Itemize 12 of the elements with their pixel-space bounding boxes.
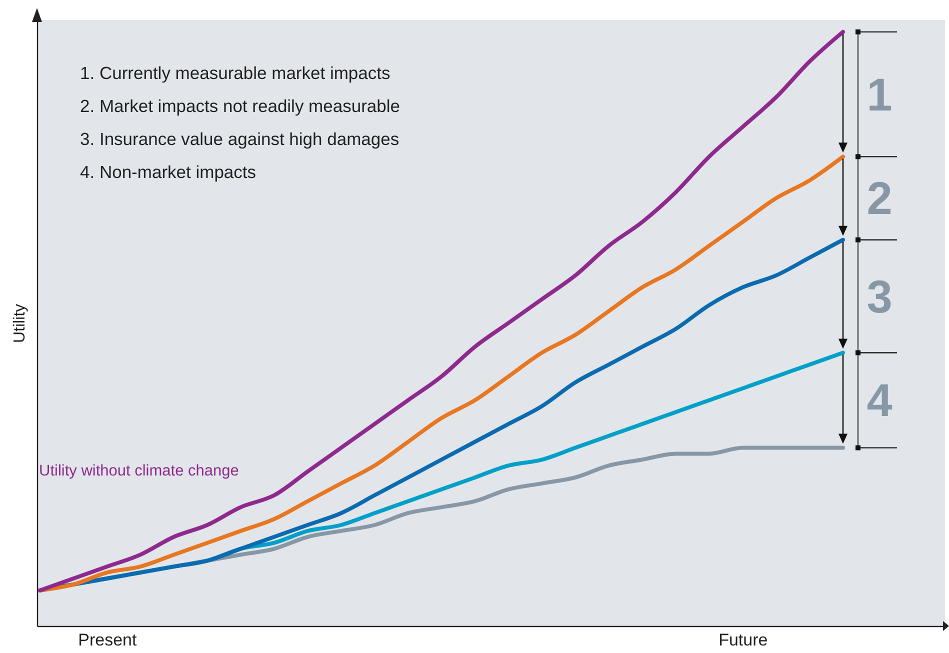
text: 4	[866, 374, 893, 426]
text: 1	[866, 68, 892, 120]
annotation: 4. Non-market impacts	[80, 162, 256, 182]
annotation: 2. Market impacts not readily measurable	[80, 96, 400, 116]
series-label: Utility without climate change	[39, 462, 239, 480]
annotation: 1. Currently measurable market impacts	[80, 63, 390, 83]
x-tick-label: Present	[78, 630, 137, 650]
text: 3	[866, 270, 892, 322]
annotation: 3. Insurance value against high damages	[80, 129, 400, 149]
text: 2	[866, 172, 892, 224]
y-axis-title: Utility	[12, 304, 28, 344]
x-tick-label: Future	[718, 630, 768, 650]
